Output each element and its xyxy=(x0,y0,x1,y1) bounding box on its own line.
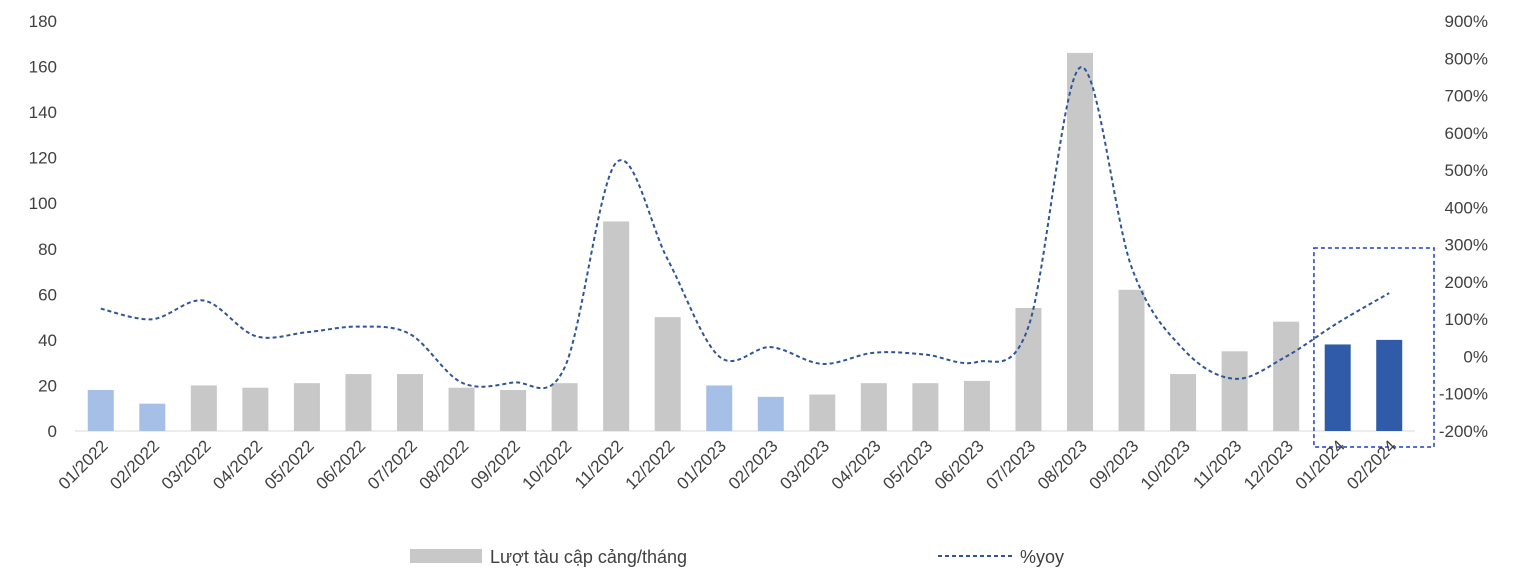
x-tick-label: 05/2022 xyxy=(261,436,318,493)
x-tick-label: 02/2024 xyxy=(1343,436,1400,493)
highlight-box xyxy=(1313,247,1435,448)
bar xyxy=(345,374,372,431)
right-tick-label: 100% xyxy=(1445,310,1488,329)
x-tick-label: 08/2023 xyxy=(1034,436,1091,493)
bar xyxy=(242,387,269,431)
right-tick-label: 200% xyxy=(1445,273,1488,292)
x-tick-label: 11/2023 xyxy=(1189,436,1245,492)
right-tick-label: 300% xyxy=(1445,236,1488,255)
x-tick-label: 08/2022 xyxy=(415,436,472,493)
x-tick-label: 05/2023 xyxy=(879,436,936,493)
x-tick-label: 07/2023 xyxy=(982,436,1039,493)
bar xyxy=(397,374,423,431)
x-tick-label: 12/2022 xyxy=(622,436,679,493)
bar xyxy=(500,390,527,431)
x-tick-label: 03/2023 xyxy=(776,436,833,493)
left-tick-label: 0 xyxy=(48,422,57,441)
bar xyxy=(293,383,320,431)
bar xyxy=(551,383,578,431)
left-tick-label: 40 xyxy=(38,331,57,350)
right-tick-label: -200% xyxy=(1439,422,1488,441)
bar xyxy=(1324,344,1351,431)
x-tick-label: 06/2023 xyxy=(931,436,988,493)
legend: Lượt tàu cập cảng/tháng %yoy xyxy=(410,547,1064,567)
right-axis-ticks: -200% -100% 0% 100% 200% 300% 400% 500% 600% 700%… xyxy=(1439,12,1488,441)
legend-bar-label: Lượt tàu cập cảng/tháng xyxy=(490,547,687,567)
bar xyxy=(190,385,217,431)
legend-bar-swatch xyxy=(410,549,482,563)
bar xyxy=(1273,321,1300,431)
right-tick-label: 0% xyxy=(1463,347,1488,366)
right-tick-label: -100% xyxy=(1439,385,1488,404)
left-tick-label: 160 xyxy=(29,58,57,77)
x-tick-label: 10/2023 xyxy=(1137,436,1194,493)
bar xyxy=(1221,351,1248,431)
right-tick-label: 900% xyxy=(1445,12,1488,31)
bar xyxy=(706,385,733,431)
x-axis-labels: 01/202202/202203/202204/202205/202206/20… xyxy=(55,436,1400,493)
legend-line-label: %yoy xyxy=(1020,547,1064,567)
x-tick-label: 06/2022 xyxy=(312,436,369,493)
x-tick-label: 01/2023 xyxy=(673,436,730,493)
yoy-line xyxy=(100,66,1390,390)
x-tick-label: 02/2023 xyxy=(725,436,782,493)
left-tick-label: 60 xyxy=(38,285,57,304)
bar xyxy=(809,394,836,431)
left-axis-ticks: 0 20 40 60 80 100 120 140 160 180 xyxy=(29,12,57,441)
bar xyxy=(139,403,166,431)
bar xyxy=(1118,289,1145,431)
x-tick-label: 07/2022 xyxy=(364,436,421,493)
bar xyxy=(448,387,475,431)
bar xyxy=(757,396,784,431)
bar xyxy=(1376,339,1403,431)
right-tick-label: 500% xyxy=(1445,161,1488,180)
x-tick-label: 10/2022 xyxy=(519,436,576,493)
x-tick-label: 09/2023 xyxy=(1085,436,1142,493)
bar xyxy=(654,317,681,431)
bar xyxy=(912,383,939,431)
bar xyxy=(1067,52,1093,432)
left-tick-label: 100 xyxy=(29,194,57,213)
x-tick-label: 04/2023 xyxy=(828,436,885,493)
bar xyxy=(963,380,990,431)
x-tick-label: 01/2024 xyxy=(1292,436,1349,493)
x-tick-label: 12/2023 xyxy=(1240,436,1297,493)
bar xyxy=(1170,374,1197,431)
right-tick-label: 800% xyxy=(1445,49,1488,68)
left-tick-label: 180 xyxy=(29,12,57,31)
left-tick-label: 80 xyxy=(38,240,57,259)
bar xyxy=(87,390,114,431)
bar-series xyxy=(87,52,1403,432)
right-tick-label: 400% xyxy=(1445,198,1488,217)
x-tick-label: 09/2022 xyxy=(467,436,524,493)
x-tick-label: 02/2022 xyxy=(106,436,163,493)
left-tick-label: 20 xyxy=(38,376,57,395)
bar xyxy=(860,383,887,431)
x-tick-label: 04/2022 xyxy=(209,436,266,493)
bar xyxy=(603,221,630,431)
left-tick-label: 120 xyxy=(29,149,57,168)
right-tick-label: 600% xyxy=(1445,124,1488,143)
x-tick-label: 01/2022 xyxy=(55,436,112,493)
right-tick-label: 700% xyxy=(1445,87,1488,106)
left-tick-label: 140 xyxy=(29,103,57,122)
x-tick-label: 11/2022 xyxy=(571,436,627,492)
x-tick-label: 03/2022 xyxy=(158,436,215,493)
